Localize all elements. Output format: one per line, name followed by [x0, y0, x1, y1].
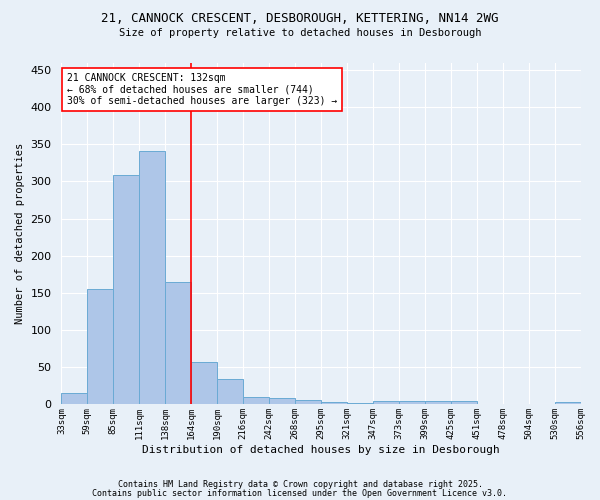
Bar	[113, 176, 139, 404]
Bar	[373, 400, 399, 404]
Bar	[347, 403, 373, 404]
Text: Contains public sector information licensed under the Open Government Licence v3: Contains public sector information licen…	[92, 488, 508, 498]
Bar	[139, 151, 165, 405]
Bar	[165, 282, 191, 405]
Y-axis label: Number of detached properties: Number of detached properties	[15, 143, 25, 324]
Text: Contains HM Land Registry data © Crown copyright and database right 2025.: Contains HM Land Registry data © Crown c…	[118, 480, 482, 489]
Bar	[399, 400, 425, 404]
Bar	[61, 394, 88, 404]
X-axis label: Distribution of detached houses by size in Desborough: Distribution of detached houses by size …	[142, 445, 500, 455]
Bar	[295, 400, 321, 404]
Bar	[451, 402, 476, 404]
Bar	[554, 402, 581, 404]
Bar	[269, 398, 295, 404]
Bar	[88, 289, 113, 405]
Text: 21, CANNOCK CRESCENT, DESBOROUGH, KETTERING, NN14 2WG: 21, CANNOCK CRESCENT, DESBOROUGH, KETTER…	[101, 12, 499, 26]
Text: 21 CANNOCK CRESCENT: 132sqm
← 68% of detached houses are smaller (744)
30% of se: 21 CANNOCK CRESCENT: 132sqm ← 68% of det…	[67, 73, 337, 106]
Text: Size of property relative to detached houses in Desborough: Size of property relative to detached ho…	[119, 28, 481, 38]
Bar	[191, 362, 217, 405]
Bar	[217, 379, 243, 404]
Bar	[321, 402, 347, 404]
Bar	[243, 397, 269, 404]
Bar	[425, 400, 451, 404]
